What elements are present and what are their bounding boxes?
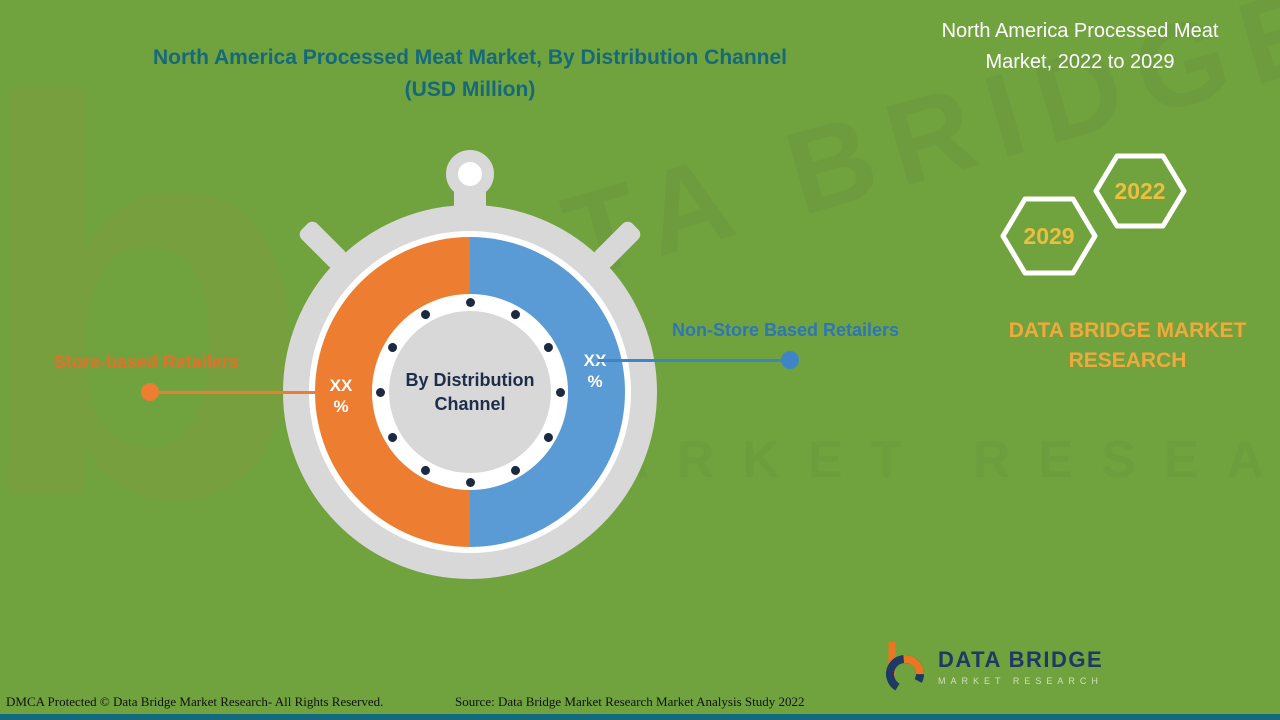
footer-logo-name: DATA BRIDGE: [938, 646, 1104, 672]
footer-logo: DATA BRIDGE MARKET RESEARCH: [878, 638, 1103, 694]
page-title: North America Processed Meat Market, By …: [110, 42, 830, 105]
page-title-line2: (USD Million): [404, 77, 536, 101]
store-leader-line: [150, 391, 340, 394]
store-leader-dot: [141, 383, 159, 401]
hexagon-2022-outline: [1093, 153, 1187, 229]
tick-dot: [465, 477, 475, 487]
store-segment-label: Store-based Retailers: [54, 352, 240, 372]
nonstore-leader-line: [598, 359, 790, 362]
store-unit-text: %: [333, 397, 349, 416]
nonstore-segment-label: Non-Store Based Retailers: [672, 320, 900, 340]
nonstore-segment-value: XX %: [584, 350, 607, 393]
store-value-text: XX: [329, 375, 353, 395]
nonstore-value-text: XX: [583, 350, 607, 370]
hexagon-2022: 2022: [1093, 153, 1187, 229]
nonstore-unit-text: %: [587, 372, 603, 391]
page-title-line1: North America Processed Meat Market, By …: [152, 46, 788, 69]
donut-center-label: By Distribution Channel: [389, 311, 551, 473]
stopwatch-crown-ring: [446, 150, 494, 198]
side-panel-heading: North America Processed Meat Market, 202…: [941, 20, 1219, 73]
center-label-text: By Distribution Channel: [405, 369, 535, 414]
nonstore-leader-dot: [781, 351, 799, 369]
hexagon-2022-year: 2022: [1114, 178, 1165, 204]
footer-logo-tagline: MARKET RESEARCH: [938, 675, 1103, 686]
hexagon-2029-outline: [1000, 196, 1098, 276]
hexagon-2029: 2029: [1000, 196, 1098, 276]
data-bridge-logo-mark: [886, 642, 924, 693]
footer-dmca-notice: DMCA Protected © Data Bridge Market Rese…: [6, 694, 384, 709]
store-segment-value: XX %: [330, 375, 353, 418]
tick-dot: [375, 387, 385, 397]
footer-accent-bar: [0, 714, 1280, 720]
tick-dot: [465, 297, 475, 307]
hexagon-2029-year: 2029: [1023, 223, 1074, 249]
footer-logo-texts: DATA BRIDGE MARKET RESEARCH: [938, 647, 1103, 686]
brand-wordmark: DATA BRIDGE MARKET RESEARCH: [1008, 319, 1247, 373]
footer-source-note: Source: Data Bridge Market Research Mark…: [455, 694, 805, 709]
tick-dot: [555, 387, 565, 397]
